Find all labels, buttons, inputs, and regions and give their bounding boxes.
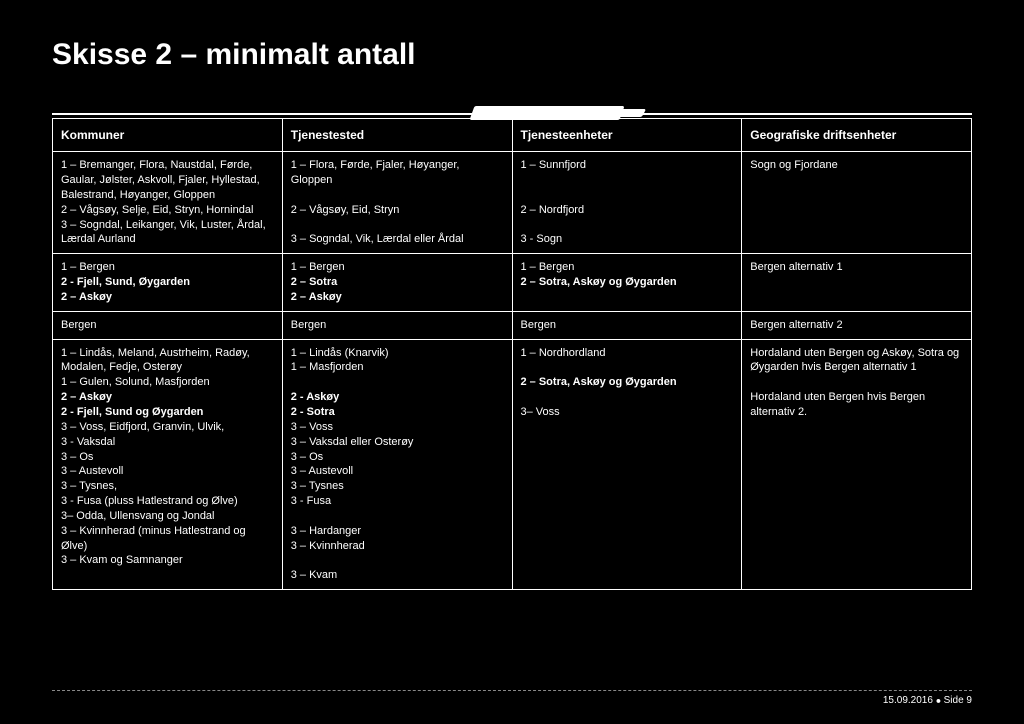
brush-stroke <box>469 106 624 120</box>
cell-driftsenheter: Bergen alternativ 1 <box>742 254 972 312</box>
cell-kommuner: 1 – Bremanger, Flora, Naustdal, Førde, G… <box>53 152 283 254</box>
table-row: 1 – Bremanger, Flora, Naustdal, Førde, G… <box>53 152 972 254</box>
cell-driftsenheter: Hordaland uten Bergen og Askøy, Sotra og… <box>742 339 972 590</box>
cell-tjenestested: 1 – Bergen 2 – Sotra 2 – Askøy <box>282 254 512 312</box>
header-tjenesteenheter: Tjenesteenheter <box>512 119 742 152</box>
table-row: 1 – Bergen 2 - Fjell, Sund, Øygarden 2 –… <box>53 254 972 312</box>
table-row: Bergen Bergen Bergen Bergen alternativ 2 <box>53 311 972 339</box>
line: 2 – Askøy <box>61 291 112 303</box>
line: 1 – Bergen <box>291 261 345 273</box>
line: 2 - Fjell, Sund og Øygarden <box>61 406 203 418</box>
footer-text: 15.09.2016 ● Side 9 <box>52 695 972 706</box>
block: 1 – Lindås (Knarvik) 1 – Masfjorden <box>291 347 389 374</box>
cell-tjenestested: Bergen <box>282 311 512 339</box>
header-tjenestested: Tjenestested <box>282 119 512 152</box>
header-kommuner: Kommuner <box>53 119 283 152</box>
line: 2 – Askøy <box>291 291 342 303</box>
header-driftsenheter: Geografiske driftsenheter <box>742 119 972 152</box>
cell-kommuner: 1 – Lindås, Meland, Austrheim, Radøy, Mo… <box>53 339 283 590</box>
bullet-icon: ● <box>936 695 944 705</box>
cell-kommuner: Bergen <box>53 311 283 339</box>
cell-tjenestested: 1 – Lindås (Knarvik) 1 – Masfjorden 2 - … <box>282 339 512 590</box>
block: 1 – Lindås, Meland, Austrheim, Radøy, Mo… <box>61 347 250 389</box>
page-title: Skisse 2 – minimalt antall <box>52 38 972 72</box>
footer-page: Side 9 <box>944 695 972 706</box>
footer-rule <box>52 690 972 691</box>
cell-tjenesteenheter: Bergen <box>512 311 742 339</box>
cell-tjenesteenheter: 1 – Nordhordland 2 – Sotra, Askøy og Øyg… <box>512 339 742 590</box>
table-row: 1 – Lindås, Meland, Austrheim, Radøy, Mo… <box>53 339 972 590</box>
line: 2 – Askøy <box>61 391 112 403</box>
cell-tjenestested: 1 – Flora, Førde, Fjaler, Høyanger, Glop… <box>282 152 512 254</box>
cell-tjenesteenheter: 1 – Sunnfjord 2 – Nordfjord 3 - Sogn <box>512 152 742 254</box>
line: 2 – Sotra <box>291 276 337 288</box>
footer: 15.09.2016 ● Side 9 <box>52 690 972 706</box>
title-rule <box>52 110 972 118</box>
footer-date: 15.09.2016 <box>883 695 933 706</box>
line: 2 - Fjell, Sund, Øygarden <box>61 276 190 288</box>
main-table: Kommuner Tjenestested Tjenesteenheter Ge… <box>52 118 972 590</box>
line: 2 – Sotra, Askøy og Øygarden <box>521 376 677 388</box>
cell-driftsenheter: Sogn og Fjordane <box>742 152 972 254</box>
block: 3 – Voss 3 – Vaksdal eller Osterøy 3 – O… <box>291 421 414 581</box>
line: 1 – Bergen <box>521 261 575 273</box>
slide: Skisse 2 – minimalt antall Kommuner Tjen… <box>0 0 1024 724</box>
line: 2 - Askøy <box>291 391 340 403</box>
cell-kommuner: 1 – Bergen 2 - Fjell, Sund, Øygarden 2 –… <box>53 254 283 312</box>
line: 1 – Bergen <box>61 261 115 273</box>
cell-driftsenheter: Bergen alternativ 2 <box>742 311 972 339</box>
table-header-row: Kommuner Tjenestested Tjenesteenheter Ge… <box>53 119 972 152</box>
block: 3 – Voss, Eidfjord, Granvin, Ulvik, 3 - … <box>61 421 246 567</box>
line: 2 – Sotra, Askøy og Øygarden <box>521 276 677 288</box>
cell-tjenesteenheter: 1 – Bergen 2 – Sotra, Askøy og Øygarden <box>512 254 742 312</box>
line: 3– Voss <box>521 406 560 418</box>
line: 2 - Sotra <box>291 406 335 418</box>
line: 1 – Nordhordland <box>521 347 606 359</box>
